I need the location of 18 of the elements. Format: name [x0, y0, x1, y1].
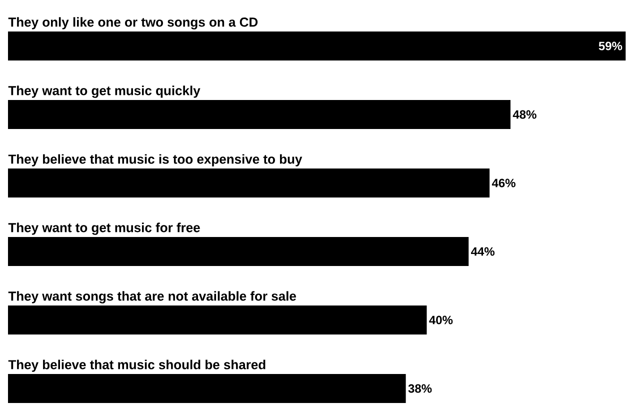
- data-label: 59%: [598, 42, 622, 50]
- data-label: 44%: [471, 247, 495, 256]
- bar: [8, 168, 490, 198]
- data-label: 46%: [492, 178, 516, 188]
- y-tick-label: They want songs that are not available for sale: [8, 291, 296, 304]
- bar: [8, 100, 510, 130]
- data-label: 40%: [429, 316, 453, 324]
- y-tick-label: They believe that music is too expensive to buy: [8, 154, 302, 166]
- data-label: 48%: [512, 110, 536, 119]
- y-tick-label: They want to get music quickly: [8, 86, 200, 98]
- bar: [8, 306, 427, 335]
- data-label: 38%: [408, 384, 432, 393]
- bar: [8, 237, 469, 266]
- bar: [8, 374, 406, 404]
- y-tick-label: They believe that music should be shared: [8, 360, 266, 372]
- y-tick-label: They only like one or two songs on a CD: [8, 17, 258, 30]
- y-tick-label: They want to get music for free: [8, 222, 200, 235]
- bar: [8, 32, 626, 61]
